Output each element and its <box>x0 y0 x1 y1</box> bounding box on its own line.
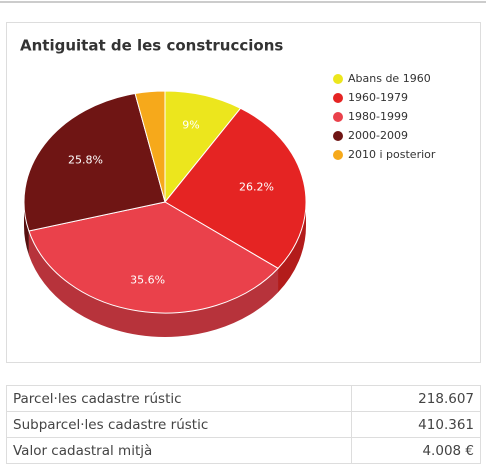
legend-marker <box>333 150 343 160</box>
table-row: Subparcel·les cadastre rústic 410.361 <box>6 411 481 438</box>
cell-label: Subparcel·les cadastre rústic <box>6 411 352 438</box>
data-label: 26.2% <box>239 181 274 194</box>
slice-side <box>278 202 306 293</box>
table-row: Parcel·les cadastre rústic 218.607 <box>6 385 481 412</box>
data-label: 9% <box>182 118 199 131</box>
data-label: 25.8% <box>68 153 103 166</box>
cell-label: Parcel·les cadastre rústic <box>6 385 352 412</box>
legend-marker <box>333 74 343 84</box>
legend-label: 2010 i posterior <box>348 148 436 161</box>
slice <box>23 92 166 232</box>
slice-side <box>24 202 29 255</box>
table-row: Valor cadastral mitjà 4.008 € <box>6 437 481 464</box>
cell-value: 410.361 <box>351 411 481 438</box>
chart-title: Antiguitat de les construccions <box>20 37 283 55</box>
data-label: 35.6% <box>130 274 165 287</box>
cell-value: 218.607 <box>351 385 481 412</box>
slice <box>164 90 242 204</box>
slice <box>164 107 307 269</box>
legend-marker <box>333 131 343 141</box>
slice <box>134 90 166 203</box>
legend-label: 2000-2009 <box>348 129 408 142</box>
info-table: Parcel·les cadastre rústic 218.607 Subparc… <box>6 385 481 464</box>
legend-label: 1980-1999 <box>348 110 408 123</box>
slice-side <box>28 230 279 337</box>
chart: Antiguitat de les construccions 9% 26.2% 3… <box>0 1 486 363</box>
legend-marker <box>333 93 343 103</box>
legend-marker <box>333 112 343 122</box>
cell-label: Valor cadastral mitjà <box>6 437 352 464</box>
cell-value: 4.008 € <box>351 437 481 464</box>
legend-label: Abans de 1960 <box>348 72 431 85</box>
slice <box>28 201 279 314</box>
legend-label: 1960-1979 <box>348 91 408 104</box>
